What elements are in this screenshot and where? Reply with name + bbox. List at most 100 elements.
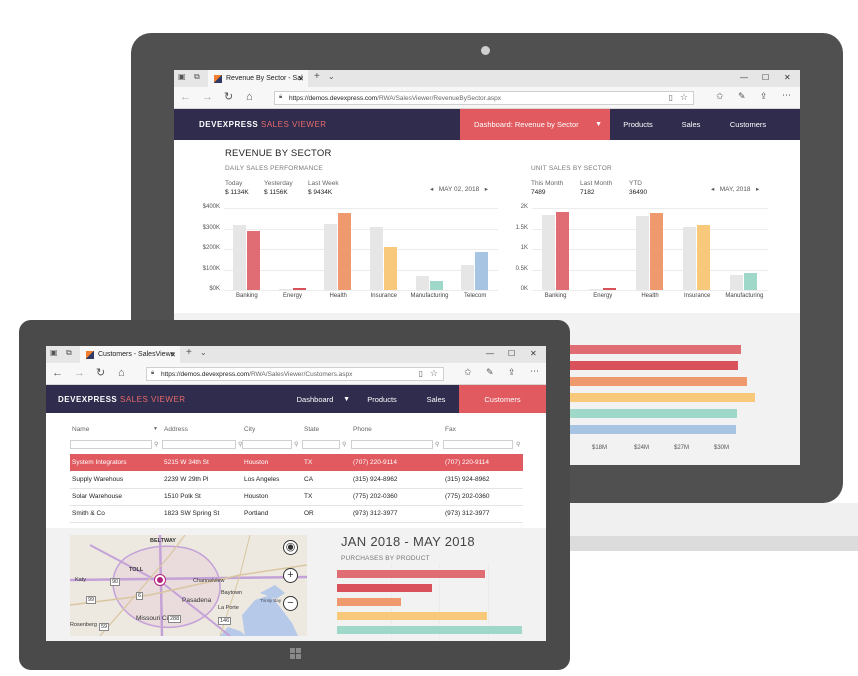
y-tick-label: 0.5K bbox=[515, 265, 528, 272]
maximize-icon[interactable]: ☐ bbox=[508, 349, 516, 358]
bar-manufacturing-1 bbox=[429, 280, 443, 290]
nav-sales[interactable]: Sales bbox=[414, 385, 458, 413]
close-window-icon[interactable]: ✕ bbox=[530, 349, 537, 358]
minimize-icon[interactable]: — bbox=[486, 349, 494, 358]
tab-preview-icon[interactable]: ▣ bbox=[50, 348, 58, 357]
maximize-icon[interactable]: ☐ bbox=[762, 73, 770, 82]
gridline bbox=[532, 290, 768, 291]
hbar-3 bbox=[554, 377, 747, 386]
units-date-selector[interactable]: ◂ MAY, 2018 ▸ bbox=[711, 186, 760, 193]
home-icon[interactable]: ⌂ bbox=[118, 367, 125, 379]
tab-list-chevron-icon[interactable]: ⌄ bbox=[328, 72, 335, 81]
brand-logo[interactable]: DEVEXPRESS SALES VIEWER bbox=[199, 120, 327, 129]
refresh-icon[interactable]: ↻ bbox=[224, 91, 234, 103]
reading-view-icon[interactable]: ▯ bbox=[668, 93, 673, 102]
nav-customers-label: Customers bbox=[729, 120, 767, 129]
map-graphic bbox=[70, 535, 307, 636]
filter-input-fax[interactable] bbox=[443, 440, 513, 449]
tab-preview-icon[interactable]: ▣ bbox=[178, 72, 186, 81]
x-tick-label: Insurance bbox=[684, 293, 711, 299]
filter-icon[interactable]: ⚲ bbox=[238, 442, 243, 448]
pen-icon[interactable]: ✎ bbox=[486, 367, 494, 377]
favorites-icon[interactable]: ✩ bbox=[716, 91, 724, 101]
hbar-4 bbox=[554, 393, 755, 402]
forward-icon[interactable]: → bbox=[202, 91, 213, 103]
nav-dashboard[interactable]: Dashboard: Revenue by Sector ▼ bbox=[460, 109, 610, 140]
laptop-active-tab[interactable]: Revenue By Sector - Sal ✕ bbox=[208, 70, 308, 87]
column-header-address[interactable]: Address bbox=[164, 426, 188, 433]
filter-input-city[interactable] bbox=[242, 440, 292, 449]
minimize-icon[interactable]: — bbox=[740, 73, 748, 82]
forward-icon[interactable]: → bbox=[74, 367, 85, 379]
filter-input-name[interactable] bbox=[70, 440, 152, 449]
tab-list-chevron-icon[interactable]: ⌄ bbox=[200, 348, 207, 357]
reading-view-icon[interactable]: ▯ bbox=[418, 369, 423, 378]
favorite-star-icon[interactable]: ☆ bbox=[429, 368, 438, 378]
filter-input-phone[interactable] bbox=[351, 440, 433, 449]
customer-map[interactable]: BELTWAY TOLL Katy Channelview Baytown Pa… bbox=[70, 535, 307, 636]
zoom-out-icon[interactable]: − bbox=[283, 596, 298, 611]
cell-phone: (775) 202-0360 bbox=[353, 493, 398, 500]
column-header-state[interactable]: State bbox=[304, 426, 320, 433]
new-tab-icon[interactable]: + bbox=[314, 71, 320, 82]
close-tab-icon[interactable]: ✕ bbox=[170, 351, 176, 359]
refresh-icon[interactable]: ↻ bbox=[96, 367, 106, 379]
map-route-90: 90 bbox=[110, 578, 121, 586]
nav-customers[interactable]: Customers bbox=[716, 109, 780, 140]
windows-logo-icon[interactable] bbox=[290, 648, 301, 659]
url-field[interactable]: 🔒︎ https://demos.devexpress.com/RWA/Sale… bbox=[146, 367, 444, 381]
nav-dashboard[interactable]: Dashboard ▼ bbox=[276, 385, 354, 413]
filter-icon[interactable]: ⚲ bbox=[516, 442, 521, 448]
x-tick-label: $30M bbox=[714, 445, 730, 451]
table-row[interactable]: Solar Warehouse 1510 Polk St Houston TX … bbox=[70, 488, 523, 505]
set-aside-icon[interactable]: ⧉ bbox=[194, 72, 200, 81]
share-icon[interactable]: ⇪ bbox=[508, 367, 516, 377]
cell-city: Los Angeles bbox=[244, 476, 280, 483]
nav-products[interactable]: Products bbox=[610, 109, 666, 140]
favorites-icon[interactable]: ✩ bbox=[464, 367, 472, 377]
filter-input-address[interactable] bbox=[162, 440, 236, 449]
table-row[interactable]: Smith & Co 1823 SW Spring St Portland OR… bbox=[70, 505, 523, 522]
nav-products[interactable]: Products bbox=[358, 385, 406, 413]
url-field[interactable]: 🔒︎ https://demos.devexpress.com/RWA/Sale… bbox=[274, 91, 694, 105]
back-icon[interactable]: ← bbox=[52, 367, 63, 379]
x-tick-label: Banking bbox=[544, 293, 567, 299]
filter-icon[interactable]: ⚲ bbox=[342, 442, 347, 448]
filter-icon[interactable]: ⚲ bbox=[435, 442, 440, 448]
daily-date-selector[interactable]: ◂ MAY 02, 2018 ▸ bbox=[430, 186, 488, 193]
more-icon[interactable]: ⋯ bbox=[530, 366, 539, 376]
more-icon[interactable]: ⋯ bbox=[782, 90, 791, 100]
share-icon[interactable]: ⇪ bbox=[760, 91, 768, 101]
zoom-in-icon[interactable]: + bbox=[283, 568, 298, 583]
column-header-city[interactable]: City bbox=[244, 426, 256, 433]
sort-indicator-icon[interactable]: ▼ bbox=[153, 426, 158, 432]
table-row[interactable]: Supply Warehous 2239 W 29th Pl Los Angel… bbox=[70, 471, 523, 488]
set-aside-icon[interactable]: ⧉ bbox=[66, 348, 72, 357]
column-header-fax[interactable]: Fax bbox=[445, 426, 456, 433]
column-header-phone[interactable]: Phone bbox=[353, 426, 372, 433]
pen-icon[interactable]: ✎ bbox=[738, 91, 746, 101]
x-tick-label: Telecom bbox=[463, 293, 487, 299]
back-icon[interactable]: ← bbox=[180, 91, 191, 103]
column-header-name[interactable]: Name bbox=[72, 426, 90, 433]
daily-sales-subtitle: DAILY SALES PERFORMANCE bbox=[225, 165, 323, 172]
x-tick-label: $27M bbox=[674, 445, 690, 451]
kpi-ytd-label: YTD bbox=[629, 180, 642, 187]
table-row[interactable]: System Integrators 5215 W 34th St Housto… bbox=[70, 454, 523, 471]
new-tab-icon[interactable]: + bbox=[186, 347, 192, 358]
close-window-icon[interactable]: ✕ bbox=[784, 73, 791, 82]
bar-banking-1 bbox=[246, 230, 260, 290]
locate-icon[interactable]: ◉ bbox=[283, 540, 298, 555]
tablet-active-tab[interactable]: Customers - SalesViewe ✕ bbox=[80, 346, 180, 363]
location-marker-icon[interactable] bbox=[155, 575, 165, 585]
home-icon[interactable]: ⌂ bbox=[246, 91, 253, 103]
brand-logo[interactable]: DEVEXPRESS SALES VIEWER bbox=[58, 395, 186, 404]
gridline bbox=[224, 249, 498, 250]
filter-input-state[interactable] bbox=[302, 440, 340, 449]
nav-customers[interactable]: Customers bbox=[459, 385, 546, 413]
nav-sales[interactable]: Sales bbox=[666, 109, 716, 140]
filter-icon[interactable]: ⚲ bbox=[294, 442, 299, 448]
filter-icon[interactable]: ⚲ bbox=[154, 442, 159, 448]
close-tab-icon[interactable]: ✕ bbox=[298, 75, 304, 83]
favorite-star-icon[interactable]: ☆ bbox=[679, 92, 688, 102]
